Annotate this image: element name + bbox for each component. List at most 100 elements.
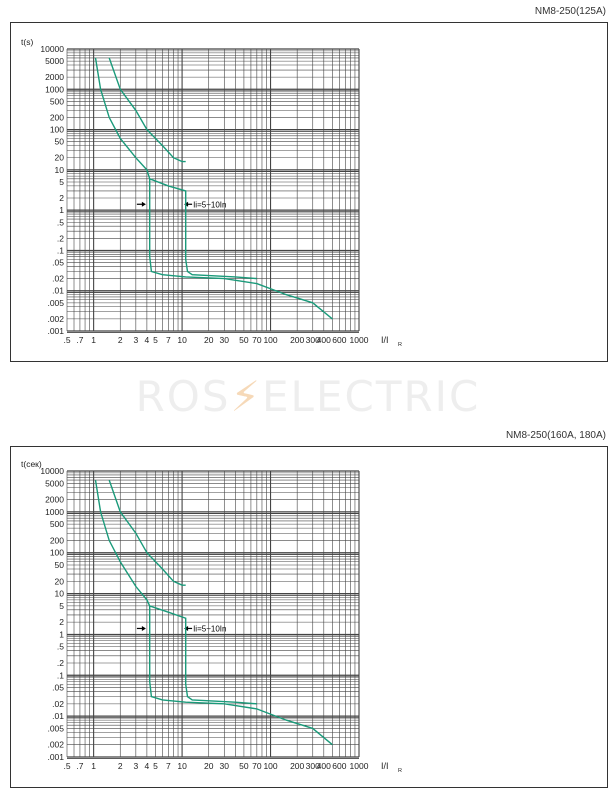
arrow-head-icon [141,201,146,207]
x-axis-label: I/I [381,335,389,345]
y-tick-label: 10 [55,165,65,175]
y-tick-label: .2 [57,658,64,668]
x-tick-label: 10 [177,335,187,345]
y-tick-label: 1000 [45,507,64,517]
x-tick-label: 10 [177,761,187,771]
x-tick-label: 70 [252,335,262,345]
trip-curve-line [94,57,151,180]
y-tick-label: .02 [52,274,64,284]
x-tick-label: 100 [263,335,277,345]
x-tick-label: .5 [63,761,70,771]
x-tick-label: 300 [306,761,320,771]
x-tick-label: 7 [166,761,171,771]
trip-curve-line [149,605,257,705]
x-tick-label: 1000 [350,761,369,771]
y-tick-label: .5 [57,642,64,652]
y-tick-label: .01 [52,711,64,721]
y-tick-label: 500 [50,519,64,529]
y-tick-label: .01 [52,286,64,296]
chart-title-2: NM8-250(160A, 180A) [505,430,606,441]
trip-curve-line [94,479,151,607]
annotation-label: Ii=5~10In [193,200,226,209]
y-tick-label: 200 [50,535,64,545]
y-tick-label: .02 [52,699,64,709]
y-axis-label: t(сек) [21,459,42,469]
y-tick-label: 10 [55,589,65,599]
trip-curve-line [149,178,333,320]
x-tick-label: 30 [220,335,230,345]
x-tick-label: .5 [63,335,70,345]
y-tick-label: 1 [59,629,64,639]
x-axis-label-subscript: R [398,342,402,348]
x-tick-label: 200 [290,335,304,345]
x-axis-label-subscript: R [398,768,402,774]
y-tick-label: .001 [47,326,64,336]
y-tick-label: 5000 [45,56,64,66]
trip-curve-line [108,479,186,586]
y-tick-label: 10000 [40,44,64,54]
y-tick-label: 1000 [45,84,64,94]
watermark-text-left: ROS [135,372,231,421]
y-tick-label: .1 [57,245,64,255]
arrow-head-icon [141,625,146,631]
x-tick-label: 20 [204,335,214,345]
chart-panel-2: 10000 5000 2000 1000 500 200 100 50 20 10 5 2 1 .5 .2.… [10,446,608,788]
grid [66,470,360,760]
trip-curve-line [149,178,257,280]
x-tick-label: 4 [145,761,150,771]
x-tick-label: 5 [153,761,158,771]
y-tick-label: 500 [50,96,64,106]
x-tick-label: 2 [118,761,123,771]
y-tick-label: .05 [52,683,64,693]
x-tick-label: 1000 [350,335,369,345]
x-tick-label: .7 [76,761,83,771]
y-tick-label: 50 [55,560,65,570]
y-tick-label: 20 [55,153,65,163]
x-tick-label: .7 [76,335,83,345]
watermark-text-right: ELECTRIC [262,372,481,421]
y-tick-label: 1 [59,205,64,215]
x-tick-label: 1 [91,335,96,345]
y-tick-label: .001 [47,752,64,762]
trip-curve-chart-1: 10000 5000 2000 1000 500 200 100 50 20 10 5 2 1 .5 .2.… [21,37,402,348]
y-tick-label: .2 [57,233,64,243]
y-tick-label: 200 [50,112,64,122]
trip-curve-line [149,605,333,746]
y-tick-label: 50 [55,137,65,147]
y-tick-label: 5 [59,177,64,187]
y-tick-label: 100 [50,548,64,558]
x-tick-label: 300 [306,335,320,345]
x-tick-label: 100 [263,761,277,771]
y-tick-label: 2 [59,617,64,627]
y-tick-label: .05 [52,258,64,268]
x-tick-label: 70 [252,761,262,771]
y-tick-label: .5 [57,217,64,227]
y-tick-label: 100 [50,125,64,135]
x-tick-label: 50 [239,335,249,345]
x-tick-label: 3 [133,335,138,345]
y-tick-label: .002 [47,740,64,750]
watermark: ROS⚡ELECTRIC [0,372,616,421]
y-tick-label: .002 [47,314,64,324]
trip-curves [94,479,333,746]
trip-curve-line [108,57,186,163]
y-tick-label: 5 [59,601,64,611]
y-axis: 10000 5000 2000 1000 500 200 100 50 20 10 5 2 1 .5 .2.… [40,466,64,762]
chart-panel-1: 10000 5000 2000 1000 500 200 100 50 20 10 5 2 1 .5 .2.… [10,22,608,362]
y-tick-label: 5000 [45,478,64,488]
y-tick-label: 2000 [45,72,64,82]
y-tick-label: .1 [57,670,64,680]
x-tick-label: 20 [204,761,214,771]
x-tick-label: 400 [317,335,331,345]
x-tick-label: 7 [166,335,171,345]
y-tick-label: .005 [47,298,64,308]
y-axis-label: t(s) [21,37,33,47]
x-tick-label: 30 [220,761,230,771]
x-tick-label: 2 [118,335,123,345]
y-tick-label: 10000 [40,466,64,476]
trip-curves [94,57,333,320]
x-tick-label: 400 [317,761,331,771]
grid [66,48,360,334]
